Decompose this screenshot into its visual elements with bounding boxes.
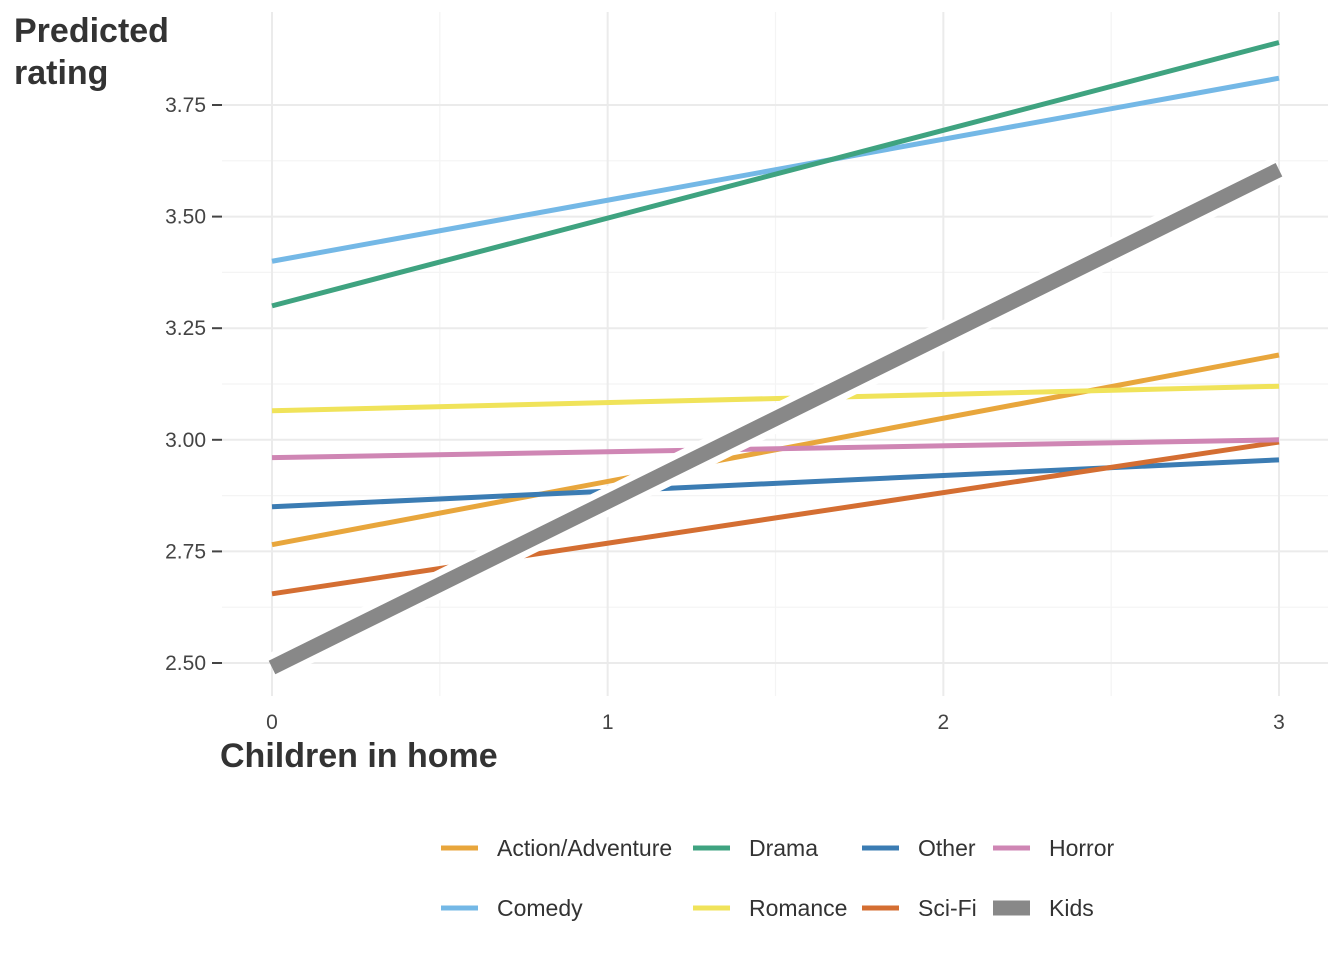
series-line-sci-fi — [271, 439, 1280, 597]
legend: Action/Adventure Drama Other Horror Comedy Ro… — [441, 835, 1115, 921]
legend-label: Sci-Fi — [918, 895, 977, 921]
x-axis-title: Children in home — [220, 737, 498, 775]
y-tick-label: 3.75 — [165, 94, 206, 117]
x-tick-label: 3 — [1273, 711, 1285, 734]
x-tick-label: 1 — [602, 711, 614, 734]
x-tick-label: 0 — [266, 711, 278, 734]
y-tick-label: 2.75 — [165, 540, 206, 563]
series-line-kids — [268, 163, 1283, 675]
y-axis: 2.50 2.75 3.00 3.25 3.50 3.75 — [165, 94, 222, 675]
series-line-romance — [271, 383, 1280, 414]
legend-label: Comedy — [497, 895, 583, 921]
y-tick-label: 3.00 — [165, 429, 206, 452]
legend-label: Drama — [749, 835, 818, 861]
y-axis-title-line-1: Predicted — [14, 12, 169, 50]
series-line-comedy — [271, 75, 1280, 264]
y-axis-title-line-2: rating — [14, 54, 108, 92]
legend-label: Horror — [1049, 835, 1115, 861]
legend-label: Romance — [749, 895, 847, 921]
y-tick-label: 2.50 — [165, 652, 206, 675]
y-tick-label: 3.25 — [165, 317, 206, 340]
series-lines — [265, 40, 1286, 681]
legend-label: Other — [918, 835, 976, 861]
y-tick-label: 3.50 — [165, 206, 206, 229]
series-line-horror — [271, 437, 1280, 461]
legend-label: Action/Adventure — [497, 835, 672, 861]
legend-label: Kids — [1049, 895, 1094, 921]
series-line-drama — [271, 40, 1280, 309]
x-axis: 0 1 2 3 — [266, 711, 1285, 734]
x-tick-label: 2 — [937, 711, 949, 734]
grid — [222, 12, 1328, 696]
